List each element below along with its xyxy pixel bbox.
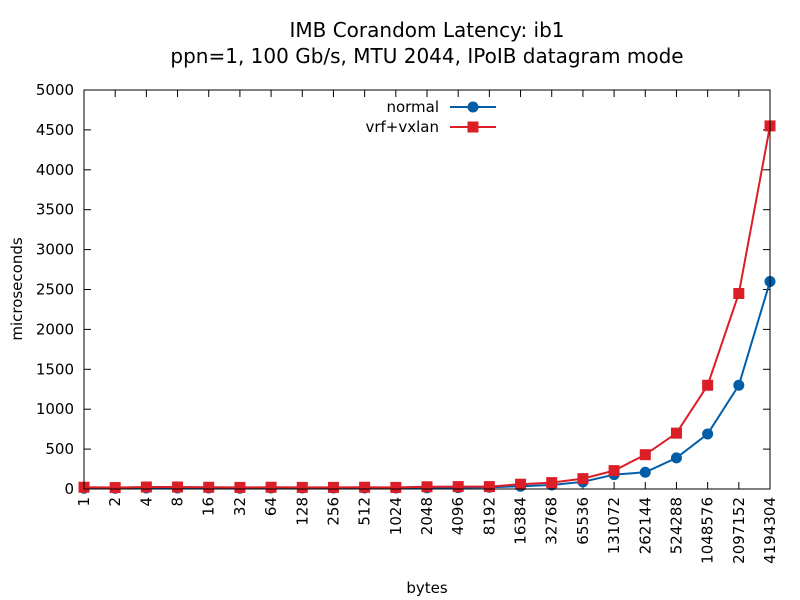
- y-tick-label: 2500: [36, 281, 74, 299]
- data-point-normal: [670, 452, 682, 464]
- data-point-vrf-vxlan: [172, 481, 184, 493]
- data-point-normal: [733, 379, 745, 391]
- data-point-vrf-vxlan: [608, 465, 620, 477]
- legend-marker-vrf-vxlan: [467, 121, 479, 133]
- y-tick-label: 5000: [36, 81, 74, 99]
- legend-marker-normal: [467, 101, 479, 113]
- x-tick-label: 2048: [418, 497, 436, 535]
- data-point-vrf-vxlan: [452, 481, 464, 493]
- chart-subtitle: ppn=1, 100 Gb/s, MTU 2044, IPoIB datagra…: [170, 44, 683, 68]
- data-point-vrf-vxlan: [109, 482, 121, 494]
- x-tick-label: 8192: [480, 497, 498, 535]
- legend-label-vrf-vxlan: vrf+vxlan: [365, 118, 439, 136]
- y-tick-label: 0: [64, 480, 74, 498]
- series-line-vrf-vxlan: [83, 125, 771, 489]
- x-tick-label: 1048576: [699, 497, 717, 564]
- y-tick-label: 3500: [36, 201, 74, 219]
- legend-entry-normal: normal: [386, 98, 496, 116]
- y-tick-label: 4000: [36, 161, 74, 179]
- data-point-vrf-vxlan: [546, 477, 558, 489]
- x-tick-label: 256: [324, 497, 342, 526]
- x-tick-label: 32: [231, 497, 249, 516]
- data-point-vrf-vxlan: [483, 481, 495, 493]
- data-point-vrf-vxlan: [234, 481, 246, 493]
- x-tick-label: 1024: [387, 497, 405, 535]
- y-tick-label: 2000: [36, 320, 74, 338]
- y-tick-label: 4500: [36, 121, 74, 139]
- data-point-vrf-vxlan: [390, 481, 402, 493]
- legend-label-normal: normal: [386, 98, 439, 116]
- legend: normal vrf+vxlan: [365, 98, 496, 136]
- y-tick-label: 1500: [36, 360, 74, 378]
- x-tick-label: 524288: [667, 497, 685, 554]
- x-tick-label: 262144: [636, 497, 654, 554]
- data-point-vrf-vxlan: [359, 481, 371, 493]
- x-tick-label: 2: [106, 497, 124, 507]
- data-point-normal: [702, 428, 714, 440]
- x-tick-label: 8: [169, 497, 187, 507]
- x-tick-label: 131072: [605, 497, 623, 554]
- x-tick-label: 512: [356, 497, 374, 526]
- data-point-vrf-vxlan: [702, 379, 714, 391]
- x-tick-label: 16: [200, 497, 218, 516]
- x-tick-label: 2097152: [730, 497, 748, 564]
- x-tick-label: 4194304: [761, 497, 779, 564]
- data-point-vrf-vxlan: [296, 481, 308, 493]
- x-tick-label: 4096: [449, 497, 467, 535]
- data-point-vrf-vxlan: [421, 481, 433, 493]
- data-point-vrf-vxlan: [515, 478, 527, 490]
- x-axis-label: bytes: [406, 579, 448, 597]
- x-axis-ticks: 1 2 4 8 16 32 64 128 256 512 1024 2048 4096 8192 16384…: [75, 90, 779, 564]
- x-tick-label: 32768: [543, 497, 561, 545]
- x-tick-label: 65536: [574, 497, 592, 545]
- y-axis-ticks: 0 500 1000 1500 2000 2500 3000 3500 4000 4500 5000: [36, 81, 770, 498]
- data-point-vrf-vxlan: [140, 481, 152, 493]
- x-tick-label: 16384: [512, 497, 530, 545]
- y-tick-label: 1000: [36, 400, 74, 418]
- data-point-vrf-vxlan: [327, 481, 339, 493]
- data-point-normal: [639, 466, 651, 478]
- x-tick-label: 1: [75, 497, 93, 507]
- legend-entry-vrf-vxlan: vrf+vxlan: [365, 118, 496, 136]
- y-tick-label: 500: [45, 440, 74, 458]
- y-axis-label: microseconds: [8, 237, 26, 341]
- series-line-normal: [84, 281, 771, 490]
- x-tick-label: 4: [137, 497, 155, 507]
- plot-frame: [83, 89, 771, 490]
- series-layer: [78, 120, 776, 494]
- data-point-vrf-vxlan: [577, 473, 589, 485]
- data-point-vrf-vxlan: [670, 427, 682, 439]
- data-point-vrf-vxlan: [203, 481, 215, 493]
- x-tick-label: 64: [262, 497, 280, 516]
- data-point-vrf-vxlan: [733, 287, 745, 299]
- y-tick-label: 3000: [36, 241, 74, 259]
- data-point-vrf-vxlan: [639, 449, 651, 461]
- data-point-vrf-vxlan: [265, 481, 277, 493]
- x-tick-label: 128: [293, 497, 311, 526]
- chart-title: IMB Corandom Latency: ib1: [289, 18, 564, 42]
